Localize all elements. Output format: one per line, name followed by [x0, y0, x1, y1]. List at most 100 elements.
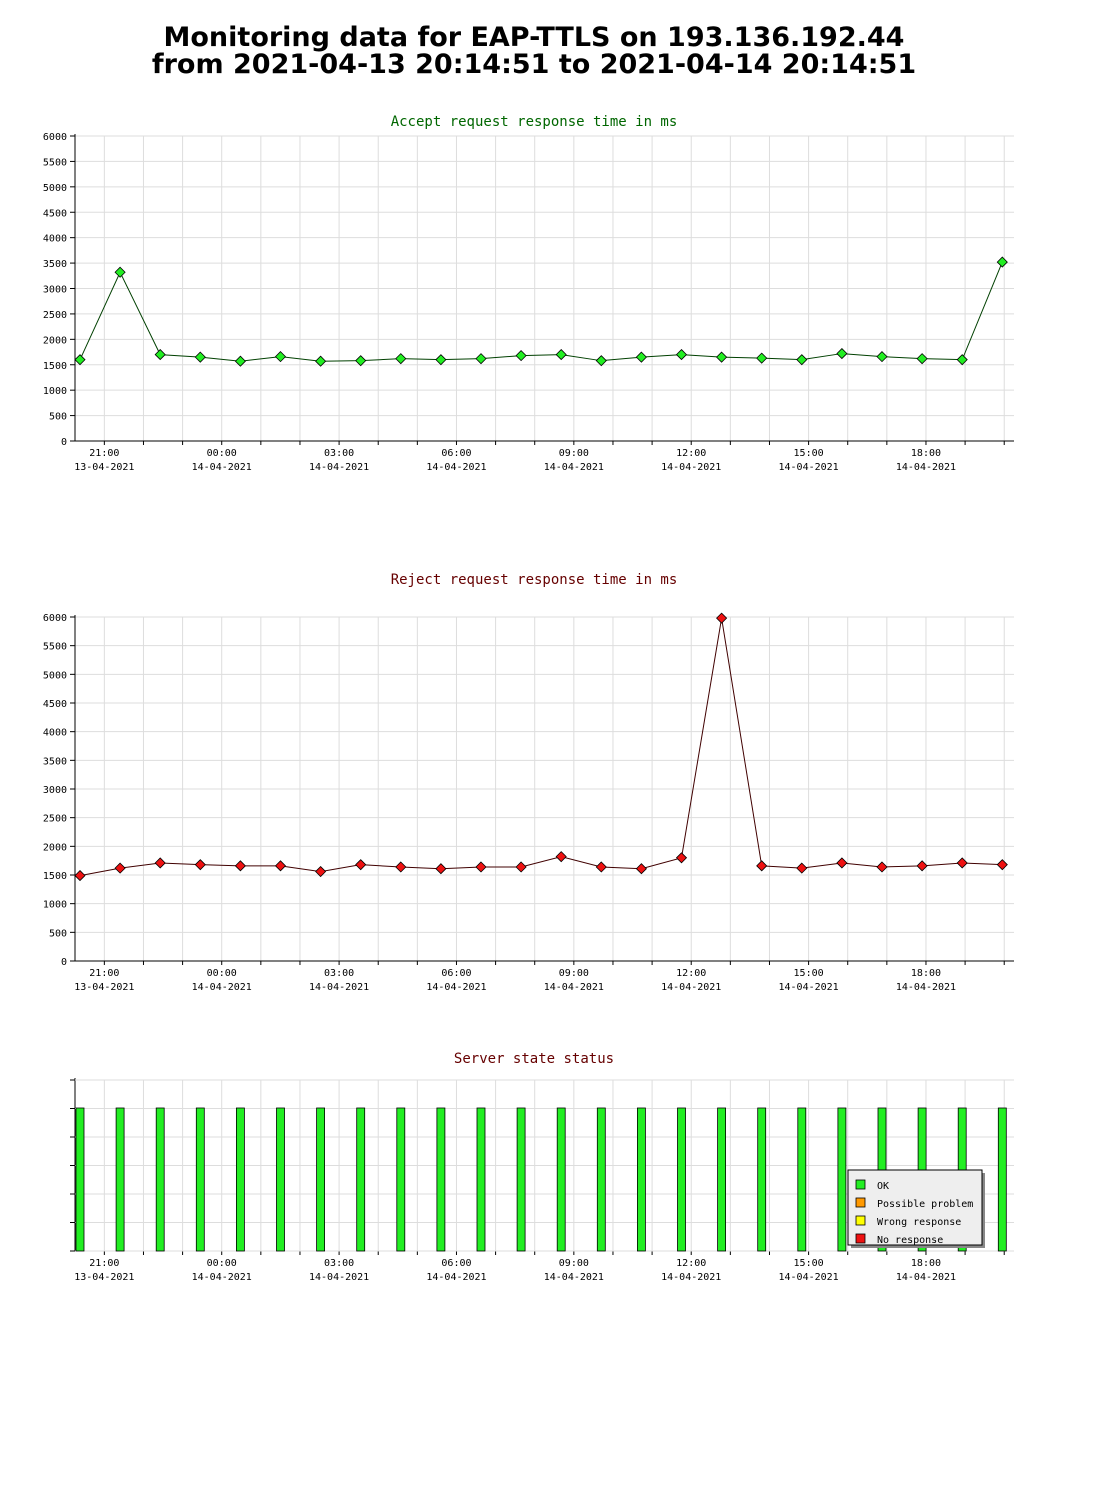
x-tick-label-time: 03:00: [324, 1258, 354, 1269]
legend-swatch: [855, 1233, 866, 1244]
x-tick-label-date: 14-04-2021: [309, 982, 369, 993]
x-tick-label-time: 21:00: [89, 448, 119, 459]
x-tick-label-date: 14-04-2021: [544, 982, 604, 993]
y-tick-label: 2000: [43, 335, 67, 346]
status-bar: [637, 1107, 646, 1252]
y-tick-label: 500: [49, 412, 67, 423]
x-tick-label-time: 18:00: [911, 448, 941, 459]
legend-swatch: [855, 1197, 866, 1208]
status-bar: [396, 1107, 406, 1252]
data-point: [956, 354, 968, 366]
y-tick-label: 2000: [43, 842, 67, 853]
y-tick-label: 0: [61, 437, 67, 448]
data-point: [796, 862, 808, 874]
status-bar: [276, 1107, 285, 1252]
data-point: [475, 353, 487, 365]
x-tick-label-time: 15:00: [794, 1258, 824, 1269]
x-tick-label-time: 09:00: [559, 968, 589, 979]
x-tick-label-date: 14-04-2021: [192, 1272, 252, 1283]
x-tick-label-time: 00:00: [207, 968, 237, 979]
x-tick-label-date: 14-04-2021: [661, 462, 721, 473]
x-tick-label-time: 00:00: [207, 448, 237, 459]
server-state-chart: Server state status 21:00 13-04-2021 00:00 1…: [70, 1051, 1014, 1283]
x-tick-label-time: 00:00: [207, 1258, 237, 1269]
x-tick-label-date: 14-04-2021: [192, 982, 252, 993]
x-tick-label-date: 14-04-2021: [778, 1272, 838, 1283]
data-point: [74, 354, 86, 366]
data-point: [315, 355, 327, 367]
x-tick-label-date: 14-04-2021: [426, 982, 486, 993]
data-point: [635, 351, 647, 363]
status-bar: [436, 1107, 446, 1252]
legend-swatch: [855, 1215, 866, 1226]
y-tick-label: 4500: [43, 699, 67, 710]
y-tick-label: 3500: [43, 259, 67, 270]
data-point: [194, 351, 206, 363]
x-tick-label-time: 15:00: [794, 968, 824, 979]
status-bar: [717, 1107, 726, 1252]
x-tick-label-time: 12:00: [676, 448, 706, 459]
status-bar: [155, 1107, 165, 1252]
y-tick-label: 2500: [43, 310, 67, 321]
status-bar: [997, 1107, 1007, 1252]
data-point: [796, 354, 808, 366]
y-tick-label: 2500: [43, 814, 67, 825]
x-tick-label-time: 15:00: [794, 448, 824, 459]
y-tick-label: 6000: [43, 132, 67, 143]
x-tick-label-time: 21:00: [89, 1258, 119, 1269]
data-point: [435, 354, 447, 366]
y-tick-label: 1500: [43, 361, 67, 372]
data-point: [154, 857, 166, 869]
data-point: [234, 355, 246, 367]
x-tick-label-time: 06:00: [441, 1258, 471, 1269]
data-point: [475, 861, 487, 873]
data-point: [996, 256, 1008, 268]
data-point: [515, 861, 527, 873]
legend-label: Wrong response: [877, 1217, 961, 1228]
x-tick-label-date: 14-04-2021: [426, 1272, 486, 1283]
data-point: [114, 862, 126, 874]
data-point: [916, 860, 928, 872]
x-tick-label-date: 14-04-2021: [544, 1272, 604, 1283]
x-tick-label-date: 14-04-2021: [309, 1272, 369, 1283]
x-tick-label-date: 14-04-2021: [778, 982, 838, 993]
data-point: [716, 612, 728, 624]
y-tick-label: 3500: [43, 756, 67, 767]
status-bar: [75, 1107, 85, 1252]
data-point: [114, 266, 126, 278]
data-point: [395, 861, 407, 873]
x-tick-label-date: 14-04-2021: [661, 982, 721, 993]
legend-swatch: [855, 1179, 866, 1190]
status-bar: [757, 1107, 767, 1252]
x-tick-label-date: 14-04-2021: [661, 1272, 721, 1283]
y-tick-label: 5500: [43, 157, 67, 168]
x-tick-label-date: 14-04-2021: [896, 982, 956, 993]
status-bar: [596, 1107, 606, 1252]
x-tick-label-date: 14-04-2021: [544, 462, 604, 473]
data-point: [756, 352, 768, 364]
status-bar: [115, 1107, 125, 1252]
x-tick-label-time: 18:00: [911, 968, 941, 979]
data-point: [435, 863, 447, 875]
y-tick-label: 1000: [43, 900, 67, 911]
status-bar: [316, 1107, 326, 1252]
x-tick-label-time: 18:00: [911, 1258, 941, 1269]
legend-label: No response: [877, 1235, 943, 1246]
data-point: [315, 865, 327, 878]
data-point: [876, 861, 888, 873]
y-tick-label: 500: [49, 928, 67, 939]
legend-label: OK: [877, 1181, 889, 1192]
x-tick-label-date: 13-04-2021: [74, 462, 134, 473]
x-tick-label-time: 03:00: [324, 448, 354, 459]
status-bar: [516, 1107, 526, 1252]
reject-response-chart: Reject request response time in ms 0 500 10…: [43, 572, 1014, 993]
x-tick-label-date: 14-04-2021: [192, 462, 252, 473]
page-title: Monitoring data for EAP-TTLS on 193.136.…: [0, 24, 1068, 78]
y-tick-label: 4000: [43, 234, 67, 245]
data-point: [555, 349, 567, 361]
x-tick-label-time: 06:00: [441, 448, 471, 459]
y-tick-label: 3000: [43, 285, 67, 296]
y-tick-label: 0: [61, 957, 67, 968]
y-tick-label: 5000: [43, 183, 67, 194]
status-bar: [235, 1107, 245, 1252]
